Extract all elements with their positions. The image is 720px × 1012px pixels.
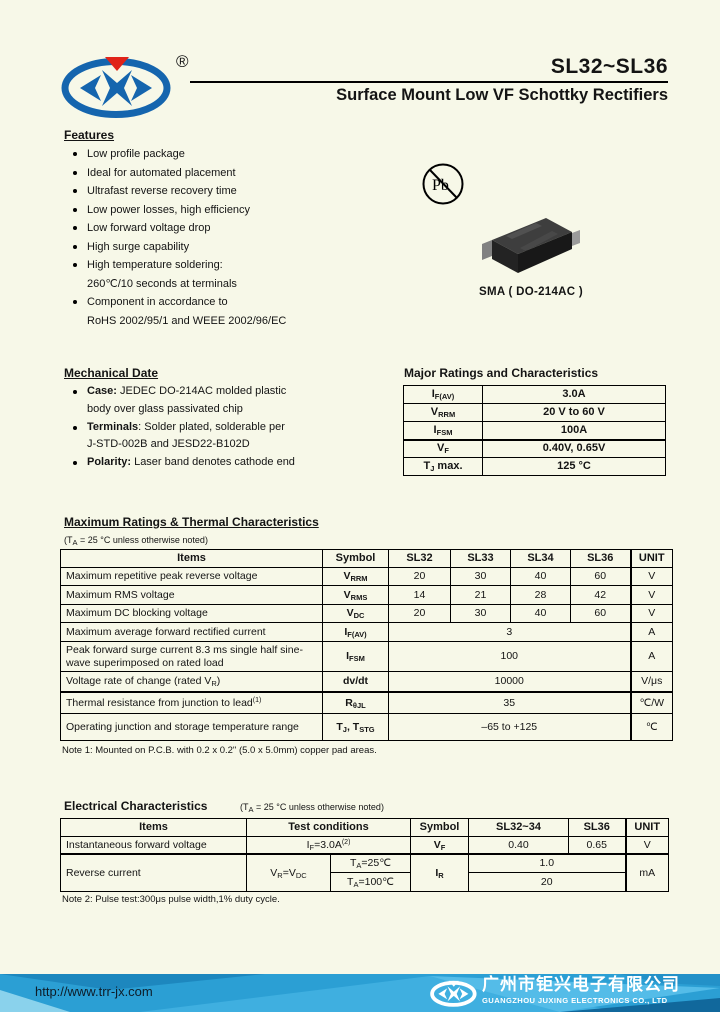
temp-condition-note: (TA = 25 °C unless otherwise noted) (240, 802, 384, 814)
mechanical-item: Terminals: Solder plated, solderable per… (64, 419, 364, 455)
bullet-icon (73, 390, 77, 394)
pb-free-icon: Pb (422, 163, 464, 205)
mechanical-item: Case: JEDEC DO-214AC molded plastic body… (64, 383, 364, 419)
table-header-row: Items Symbol SL32 SL33 SL34 SL36 UNIT (60, 549, 673, 568)
temp-condition-note: (TA = 25 °C unless otherwise noted) (64, 535, 208, 547)
brand-logo-icon (61, 57, 171, 118)
mechanical-item: Polarity: Laser band denotes cathode end (64, 454, 364, 472)
part-number-title: SL32~SL36 (550, 55, 668, 78)
max-ratings-table: Items Symbol SL32 SL33 SL34 SL36 UNIT Maxim… (60, 549, 673, 741)
table-row: VRRM 20 V to 60 V (403, 403, 666, 422)
package-image (482, 218, 580, 273)
bullet-icon (73, 461, 77, 466)
feature-item: Low profile package (64, 145, 364, 164)
bullet-icon (73, 189, 77, 193)
footer-pattern (0, 974, 720, 1012)
mechanical-section: Mechanical Date Case: JEDEC DO-214AC mol… (64, 366, 364, 472)
table-row: IF(AV) 3.0A (403, 385, 666, 404)
bullet-icon (73, 263, 77, 267)
table-row: Operating junction and storage temperatu… (60, 713, 673, 741)
feature-item: High temperature soldering: 260℃/10 seco… (64, 256, 364, 293)
table-row: Peak forward surge current 8.3 ms single… (60, 641, 673, 672)
bullet-icon (73, 425, 77, 430)
table-row: TA=100℃ 20 (61, 872, 669, 892)
electrical-title: Electrical Characteristics (64, 799, 208, 813)
table-row: TJ max. 125 °C (403, 457, 666, 476)
bullet-icon (73, 300, 77, 304)
feature-item: Ideal for automated placement (64, 164, 364, 183)
company-name-cn: 广州市钜兴电子有限公司 (482, 975, 680, 995)
table-row: VF 0.40V, 0.65V (403, 438, 666, 458)
features-section: Features Low profile package Ideal for a… (64, 128, 364, 330)
table-row: Maximum DC blocking voltage VDC 20 30 40 6… (60, 604, 673, 623)
mechanical-title: Mechanical Date (64, 366, 159, 380)
company-name-block: 广州市钜兴电子有限公司 GUANGZHOU JUXING ELECTRONICS… (482, 975, 680, 1005)
table-row: Voltage rate of change (rated VR) dv/dt … (60, 671, 673, 692)
table-row: IFSM 100A (403, 421, 666, 440)
footer-banner: http://www.trr-jx.com 广州市钜兴电子有限公司 GUANGZ… (0, 974, 720, 1012)
registered-trademark-icon: ® (176, 52, 189, 71)
table-row: Maximum average forward rectified curren… (60, 622, 673, 642)
bullet-icon (73, 226, 77, 230)
bullet-icon (73, 170, 77, 175)
bullet-icon (73, 207, 77, 212)
table-row: Thermal resistance from junction to lead… (60, 690, 673, 714)
features-title: Features (64, 128, 115, 142)
svg-text:Pb: Pb (432, 177, 449, 194)
page-subtitle: Surface Mount Low VF Schottky Rectifiers (336, 86, 668, 104)
footer-url-link[interactable]: http://www.trr-jx.com (35, 984, 153, 999)
bullet-icon (73, 152, 77, 156)
feature-item: Ultrafast reverse recovery time (64, 182, 364, 201)
footer-logo-icon (430, 980, 477, 1007)
table-row: Instantaneous forward voltage IF=3.0A(2)… (60, 836, 669, 854)
title-block: SL32~SL36 Surface Mount Low VF Schottky … (190, 55, 668, 105)
note-1: Note 1: Mounted on P.C.B. with 0.2 x 0.2… (62, 745, 377, 756)
major-ratings-title: Major Ratings and Characteristics (404, 366, 599, 380)
feature-item: High surge capability (64, 238, 364, 257)
major-ratings-table: IF(AV) 3.0A VRRM 20 V to 60 V IFSM 100A … (403, 385, 666, 476)
feature-item: Low power losses, high efficiency (64, 201, 364, 220)
company-name-en: GUANGZHOU JUXING ELECTRONICS CO., LTD (482, 996, 668, 1005)
electrical-table: Items Test conditions Symbol SL32~34 SL3… (60, 818, 669, 892)
max-ratings-title: Maximum Ratings & Thermal Characteristic… (64, 515, 319, 529)
note-2: Note 2: Pulse test:300μs pulse width,1% … (62, 894, 280, 905)
table-row: Maximum repetitive peak reverse voltage … (60, 567, 673, 586)
title-divider (190, 81, 668, 83)
table-row: Reverse current VR=VDC TA=25℃ IR 1.0 mA (60, 852, 669, 892)
bullet-icon (73, 244, 77, 249)
package-label: SMA ( DO-214AC ) (478, 286, 584, 298)
table-header-row: Items Test conditions Symbol SL32~34 SL3… (60, 818, 669, 837)
table-row: Maximum RMS voltage VRMS 14 21 28 42 V (60, 585, 673, 605)
feature-item: Low forward voltage drop (64, 219, 364, 238)
feature-item: Component in accordance to RoHS 2002/95/… (64, 293, 364, 330)
